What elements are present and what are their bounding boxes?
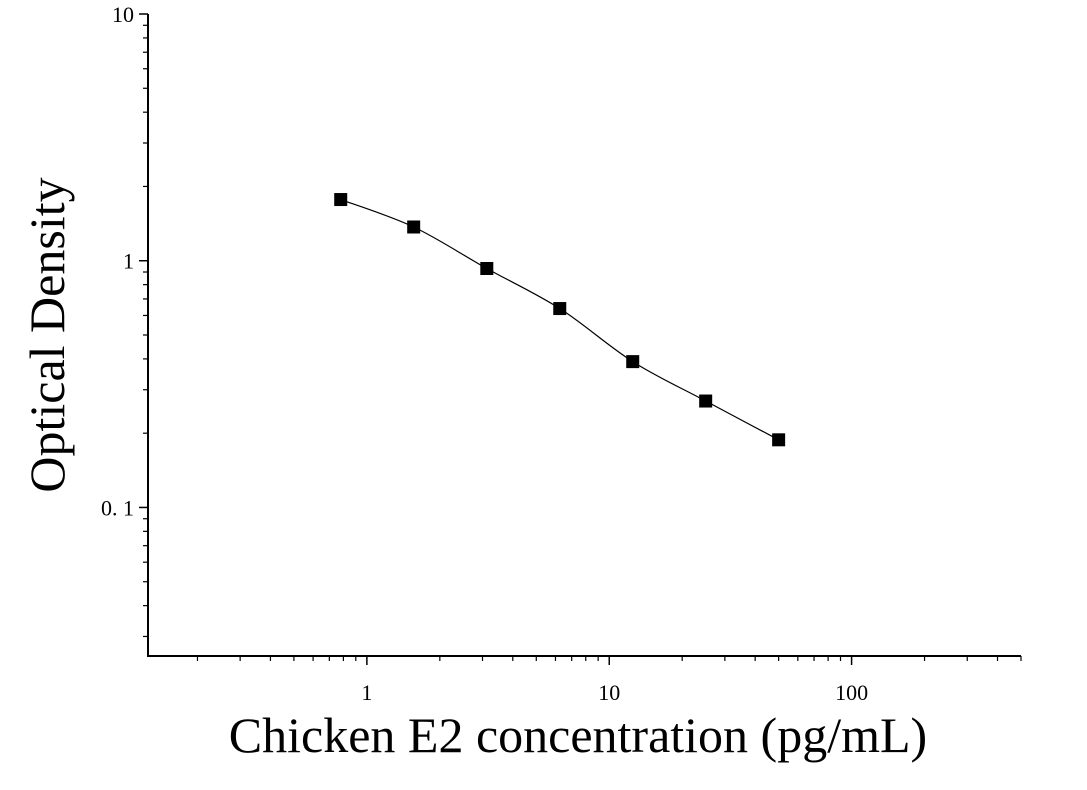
data-point bbox=[699, 394, 713, 408]
data-point bbox=[626, 355, 640, 369]
x-tick-label: 10 bbox=[598, 680, 620, 705]
data-point bbox=[407, 220, 421, 234]
x-axis-label: Chicken E2 concentration (pg/mL) bbox=[229, 707, 927, 763]
data-point bbox=[553, 302, 567, 316]
fit-curve bbox=[340, 198, 779, 441]
data-point bbox=[334, 193, 348, 207]
data-point bbox=[772, 433, 786, 447]
y-tick-label: 1 bbox=[123, 249, 134, 274]
y-tick-label: 10 bbox=[112, 2, 134, 27]
x-tick-label: 100 bbox=[835, 680, 868, 705]
x-tick-label: 1 bbox=[361, 680, 372, 705]
y-axis-label: Optical Density bbox=[19, 177, 75, 492]
y-tick-label: 0. 1 bbox=[101, 495, 134, 520]
data-point bbox=[480, 262, 494, 276]
